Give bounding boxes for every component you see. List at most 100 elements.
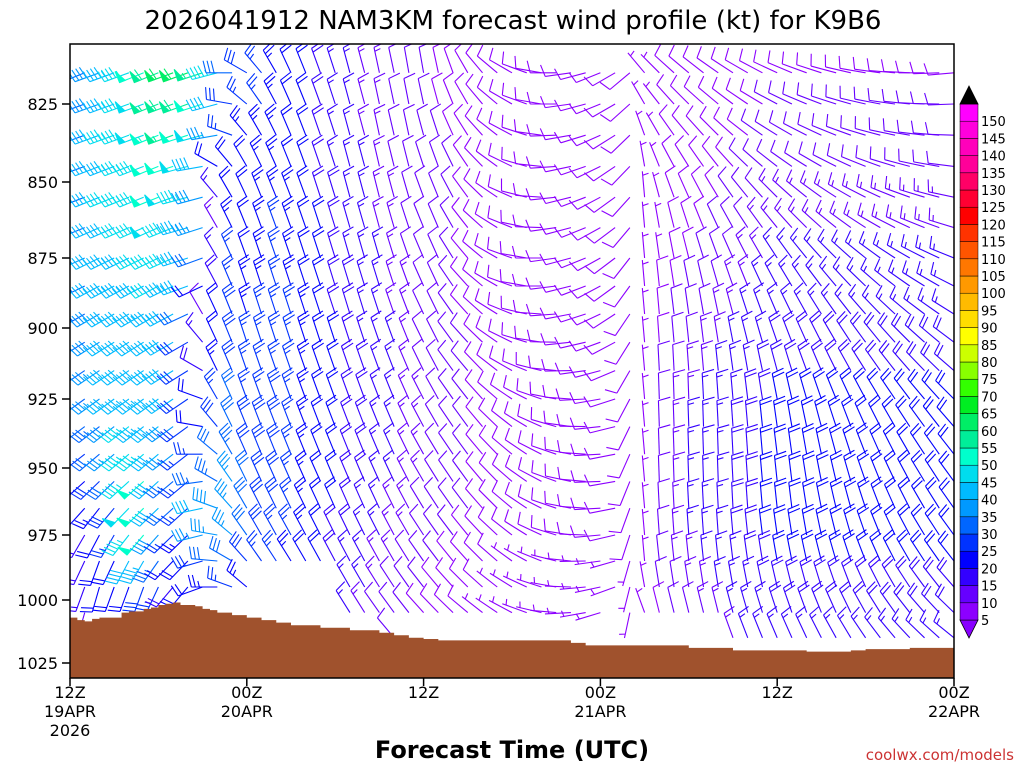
barb-feather — [126, 288, 136, 299]
barb-feather — [89, 313, 100, 324]
barb-half-feather — [174, 224, 179, 231]
barb-feather — [253, 370, 265, 379]
barb-staff — [489, 90, 513, 105]
barb-feather — [119, 313, 129, 324]
wind-barb — [474, 201, 498, 229]
barb-staff — [177, 534, 203, 542]
wind-barb — [462, 199, 483, 229]
wind-barb — [438, 226, 454, 259]
barb-feather — [197, 96, 205, 108]
barb-feather — [116, 432, 127, 441]
wind-barb — [221, 254, 234, 287]
barb-feather — [131, 516, 143, 524]
barb-feather — [89, 193, 98, 205]
barb-feather — [327, 398, 338, 407]
barb-feather — [570, 497, 575, 510]
barb-feather — [307, 529, 318, 539]
barb-feather — [254, 342, 266, 351]
barb-feather — [517, 403, 521, 417]
barb-feather — [542, 384, 546, 398]
barb-feather — [71, 226, 80, 237]
barb-half-feather — [561, 582, 565, 590]
barb-feather — [525, 303, 531, 316]
wind-barb — [429, 103, 442, 136]
barb-staff — [475, 597, 498, 614]
wind-barb — [188, 546, 218, 562]
barb-feather — [512, 214, 517, 227]
barb-feather — [122, 398, 133, 408]
barb-feather — [384, 338, 396, 347]
barb-feather — [417, 72, 430, 80]
wind-barb — [238, 310, 251, 343]
barb-staff — [487, 276, 513, 287]
wind-barb — [503, 375, 527, 400]
barb-staff — [475, 150, 498, 167]
barb-feather — [233, 134, 244, 145]
barb-feather — [78, 67, 87, 78]
barb-staff — [177, 507, 203, 515]
wind-barb — [252, 338, 266, 371]
wind-barb — [266, 394, 281, 427]
barb-feather — [130, 286, 140, 297]
barb-feather — [371, 282, 383, 290]
colorbar-tick-label: 145 — [981, 132, 1006, 147]
barb-staff — [590, 586, 616, 597]
barb-staff — [426, 318, 439, 343]
barb-feather — [163, 281, 172, 293]
wind-barb — [641, 344, 649, 371]
barb-staff — [657, 482, 660, 509]
barb-feather — [75, 130, 84, 142]
barb-staff — [438, 432, 454, 455]
barb-feather — [339, 422, 351, 431]
barb-staff — [504, 412, 528, 428]
barb-half-feather — [650, 141, 657, 147]
barb-feather — [423, 476, 434, 487]
barb-staff — [451, 514, 469, 536]
wind-barb — [326, 72, 338, 105]
barb-feather — [357, 195, 369, 204]
barb-staff — [545, 165, 572, 173]
barb-feather — [215, 539, 221, 553]
wind-barb — [326, 282, 340, 315]
barb-feather — [397, 367, 409, 376]
barb-feather — [134, 401, 145, 411]
barb-feather — [119, 401, 130, 411]
wind-barb — [295, 422, 308, 455]
wind-barb — [84, 481, 115, 500]
wind-barb — [70, 341, 86, 353]
wind-barb — [553, 257, 586, 269]
wind-barb — [452, 395, 469, 427]
barb-feather — [248, 533, 258, 544]
wind-barb — [656, 504, 670, 536]
barb-half-feather — [298, 405, 305, 411]
wind-barb — [627, 50, 646, 74]
barb-feather — [442, 103, 453, 112]
barb-feather — [178, 190, 186, 203]
barb-feather — [525, 277, 531, 290]
barb-staff — [338, 511, 351, 536]
barb-feather — [437, 339, 447, 350]
barb-staff — [412, 262, 425, 287]
barb-feather — [160, 222, 168, 234]
barb-feather — [388, 72, 401, 80]
barb-feather — [658, 396, 671, 402]
barb-feather — [280, 103, 292, 112]
barb-feather — [279, 476, 290, 486]
wind-barb — [350, 581, 366, 613]
colorbar-tick-label: 135 — [981, 167, 1006, 182]
barb-feather — [263, 533, 274, 543]
barb-feather — [189, 98, 197, 110]
barb-staff — [326, 289, 336, 315]
barb-feather — [185, 99, 193, 111]
barb-feather — [323, 503, 334, 513]
barb-staff — [326, 110, 336, 136]
barb-feather — [853, 86, 856, 100]
barb-feather — [539, 160, 546, 173]
barb-staff — [209, 547, 233, 562]
barb-staff — [610, 103, 631, 122]
barb-feather — [436, 504, 446, 515]
wind-barb — [192, 486, 218, 509]
barb-feather — [487, 205, 491, 218]
barb-feather — [229, 104, 238, 116]
wind-barb — [531, 487, 557, 509]
